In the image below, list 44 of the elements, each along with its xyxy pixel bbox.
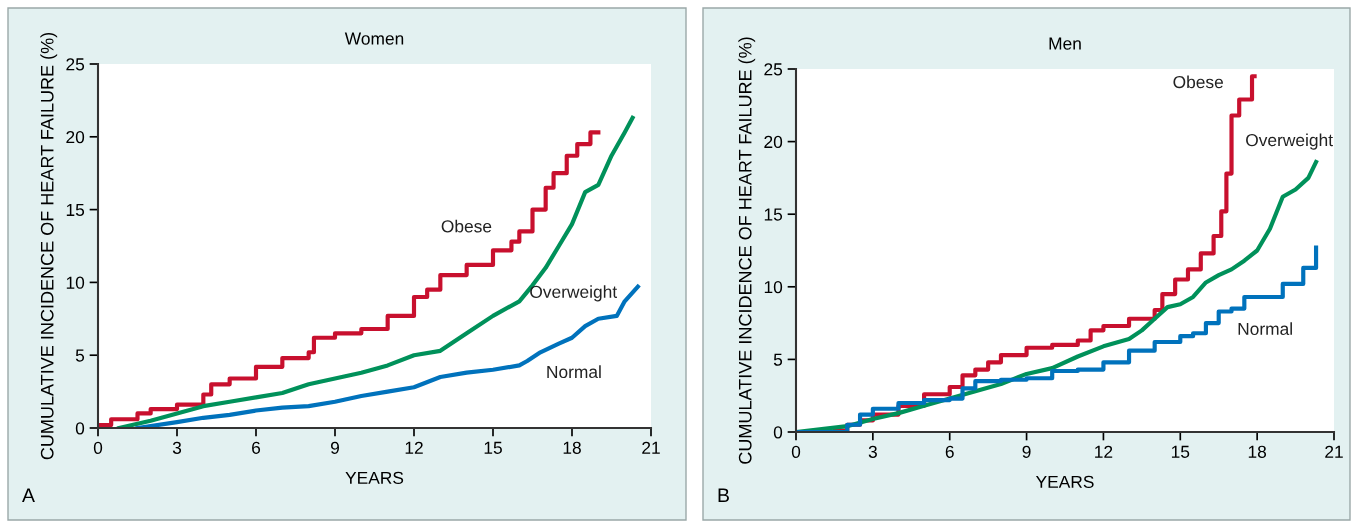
x-tick-label: 3: [868, 445, 877, 458]
x-tick-label: 15: [484, 441, 502, 454]
y-tick-label: 10: [764, 280, 783, 294]
y-tick-label: 20: [66, 130, 85, 144]
x-axis-title: YEARS: [1035, 475, 1094, 489]
y-tick-label: 5: [773, 353, 783, 366]
y-tick-label: 0: [75, 422, 85, 435]
line-series: [135, 284, 640, 428]
series-label: Normal: [1238, 322, 1292, 336]
chart-title: Women: [344, 32, 404, 45]
x-tick-label: 3: [172, 441, 182, 454]
x-tick-label: 12: [1095, 445, 1113, 458]
x-tick-label: 9: [1022, 445, 1031, 458]
x-tick-label: 0: [93, 441, 103, 454]
y-tick-label: 20: [764, 135, 783, 149]
x-tick-label: 0: [791, 445, 801, 458]
y-axis-title: CUMULATIVE INCIDENCE OF HEART FAILURE (%): [738, 37, 756, 464]
series-label: Obese: [1173, 75, 1223, 89]
series-label: Obese: [441, 219, 492, 233]
x-tick-label: 18: [1248, 445, 1267, 458]
y-tick-label: 5: [75, 349, 85, 362]
y-axis-title: CUMULATIVE INCIDENCE OF HEART FAILURE (%): [40, 32, 58, 460]
y-tick-label: 15: [764, 208, 783, 221]
text: A: [22, 488, 35, 502]
y-tick-label: 15: [66, 203, 85, 217]
chart-title: Men: [1049, 37, 1081, 50]
x-tick-label: 9: [330, 441, 340, 454]
x-tick-label: 21: [642, 441, 660, 454]
x-tick-label: 21: [1325, 445, 1343, 458]
series-label: Normal: [547, 365, 601, 379]
series-label: Overweight: [530, 285, 618, 302]
x-tick-label: 18: [563, 441, 581, 454]
y-tick-label: 0: [773, 426, 783, 439]
x-tick-label: 6: [252, 441, 261, 454]
series-label: Overweight: [1246, 133, 1333, 150]
text: B: [718, 488, 729, 502]
x-tick-label: 6: [945, 445, 954, 458]
line-series: [796, 159, 1319, 432]
y-tick-label: 25: [764, 63, 783, 76]
x-tick-label: 12: [405, 441, 423, 454]
y-tick-label: 10: [66, 276, 85, 289]
x-axis-title: YEARS: [345, 471, 404, 485]
x-tick-label: 15: [1171, 445, 1190, 458]
y-tick-label: 25: [66, 58, 85, 71]
